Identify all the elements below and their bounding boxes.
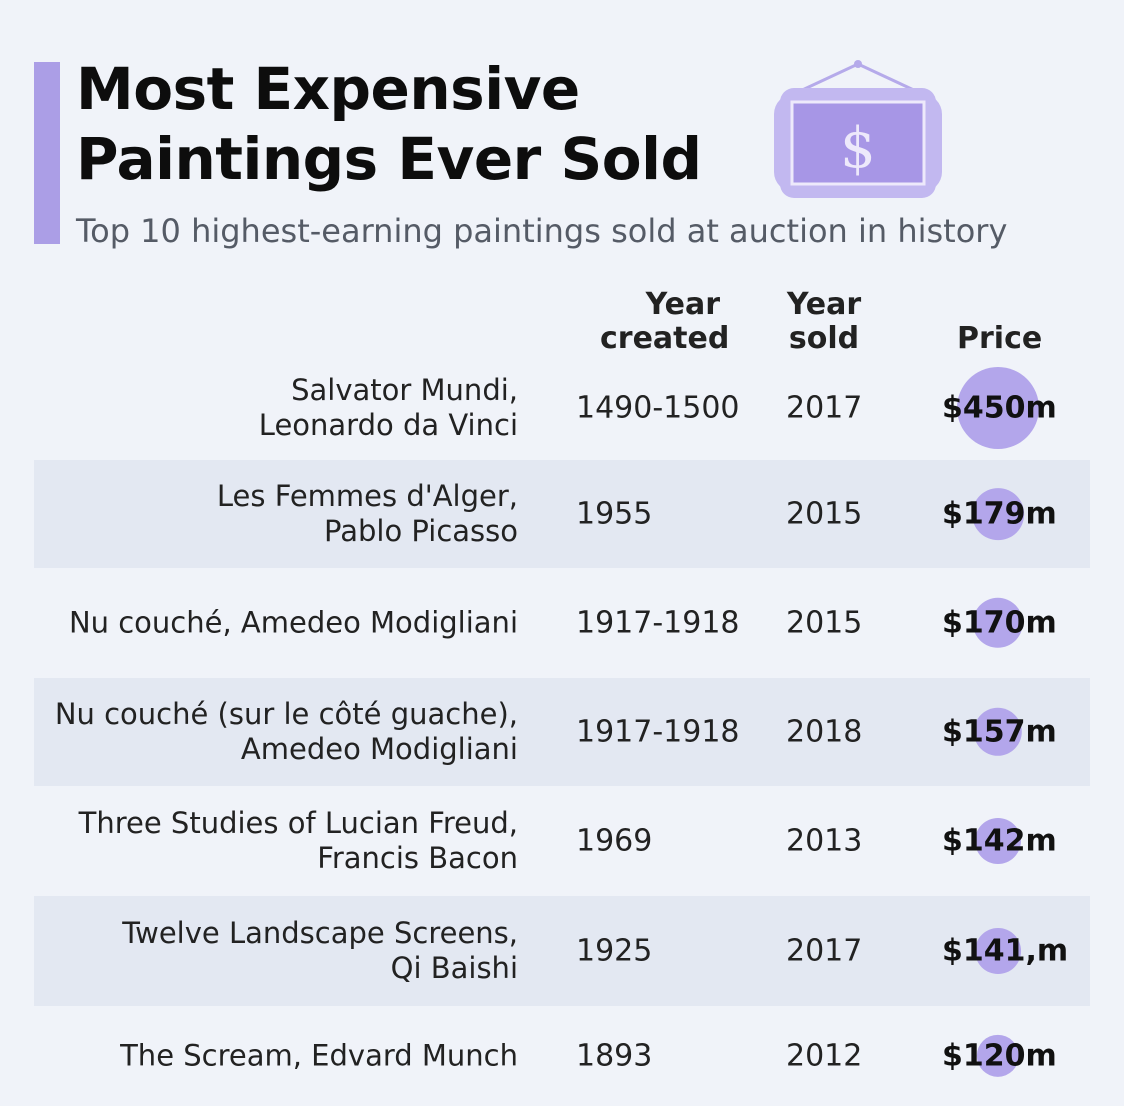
title-line-1: Most Expensive	[76, 55, 580, 123]
page-title: Most Expensive Paintings Ever Sold	[76, 54, 702, 194]
painting-name-line: Nu couché (sur le côté guache),	[54, 697, 518, 731]
price-bubble	[974, 817, 1022, 865]
year-sold-cell: 2017	[786, 933, 863, 969]
painting-name-line: Three Studies of Lucian Freud,	[78, 806, 518, 840]
painting-name-line: Pablo Picasso	[324, 514, 518, 548]
price-bubble	[975, 928, 1021, 974]
column-header-year-sold: Year sold	[784, 288, 864, 356]
year-sold-cell: 2015	[786, 605, 863, 641]
price-label: $157m	[942, 714, 1057, 750]
year-created-cell: 1925	[576, 933, 653, 969]
year-sold-cell: 2017	[786, 390, 863, 426]
painting-name: The Scream, Edvard Munch	[120, 1039, 518, 1074]
painting-name: Nu couché, Amedeo Modigliani	[69, 606, 518, 641]
price-label: $141,m	[942, 933, 1069, 969]
column-header-year-created-line1: Year	[645, 287, 720, 322]
year-sold-cell: 2018	[786, 714, 863, 750]
price-bubble	[972, 488, 1024, 540]
painting-name-line: Nu couché, Amedeo Modigliani	[68, 605, 518, 640]
year-created-cell: 1893	[576, 1038, 653, 1074]
year-created-cell: 1969	[576, 823, 653, 859]
title-line-2: Paintings Ever Sold	[76, 125, 702, 193]
year-sold-cell: 2015	[786, 496, 863, 532]
year-created-cell: 1917-1918	[576, 714, 740, 750]
painting-name-line: Les Femmes d'Alger,	[216, 479, 518, 513]
page-subtitle: Top 10 highest-earning paintings sold at…	[76, 212, 1008, 250]
title-accent-bar	[34, 62, 60, 244]
column-header-year-created: Year created	[600, 287, 730, 356]
painting-name: Les Femmes d'Alger, Pablo Picasso	[217, 479, 518, 549]
column-header-year-created-line2: created	[600, 321, 730, 356]
price-bubble	[972, 597, 1024, 649]
painting-name-line: The Scream, Edvard Munch	[120, 1038, 518, 1073]
painting-name-line: Twelve Landscape Screens,	[122, 916, 518, 950]
framed-dollar-icon: $	[774, 60, 942, 198]
painting-name: Nu couché (sur le côté guache), Amedeo Mo…	[55, 697, 518, 767]
table-row: Twelve Landscape Screens, Qi Baishi 1925 20…	[34, 896, 1090, 1006]
year-created-cell: 1955	[576, 496, 653, 532]
painting-name: Twelve Landscape Screens, Qi Baishi	[122, 916, 518, 986]
table-row: Nu couché, Amedeo Modigliani 1917-1918 201…	[34, 568, 1090, 678]
column-header-price-label: Price	[957, 321, 1043, 356]
price-bubble	[976, 1034, 1020, 1078]
painting-name-line: Amedeo Modigliani	[240, 732, 518, 766]
price-bubble	[973, 707, 1023, 757]
table-row: Salvator Mundi, Leonardo da Vinci 1490-150…	[34, 356, 1090, 460]
painting-name-line: Salvator Mundi,	[291, 373, 518, 407]
year-sold-cell: 2013	[786, 823, 863, 859]
price-label: $142m	[942, 823, 1057, 859]
price-label: $450m	[942, 390, 1057, 426]
year-created-cell: 1917-1918	[576, 605, 740, 641]
painting-name: Three Studies of Lucian Freud, Francis Ba…	[79, 806, 518, 876]
painting-name-line: Qi Baishi	[390, 951, 518, 985]
painting-name-line: Francis Bacon	[317, 841, 518, 875]
column-header-price: Price	[957, 322, 1042, 356]
table-row: Nu couché (sur le côté guache), Amedeo Mo…	[34, 678, 1090, 786]
painting-name: Salvator Mundi, Leonardo da Vinci	[259, 373, 518, 443]
table-row: Three Studies of Lucian Freud, Francis Ba…	[34, 786, 1090, 896]
table-row: Les Femmes d'Alger, Pablo Picasso 1955 2015…	[34, 460, 1090, 568]
column-header-year-sold-line1: Year	[786, 287, 862, 322]
year-created-cell: 1490-1500	[576, 390, 740, 426]
price-label: $170m	[942, 605, 1057, 641]
column-header-year-sold-line2: sold	[788, 321, 860, 356]
price-label: $179m	[942, 496, 1057, 532]
dollar-symbol: $	[840, 116, 876, 181]
price-bubble	[957, 367, 1039, 449]
painting-name-line: Leonardo da Vinci	[258, 408, 518, 442]
year-sold-cell: 2012	[786, 1038, 863, 1074]
table-row: The Scream, Edvard Munch 1893 2012 $120m	[34, 1006, 1090, 1106]
price-label: $120m	[942, 1038, 1057, 1074]
